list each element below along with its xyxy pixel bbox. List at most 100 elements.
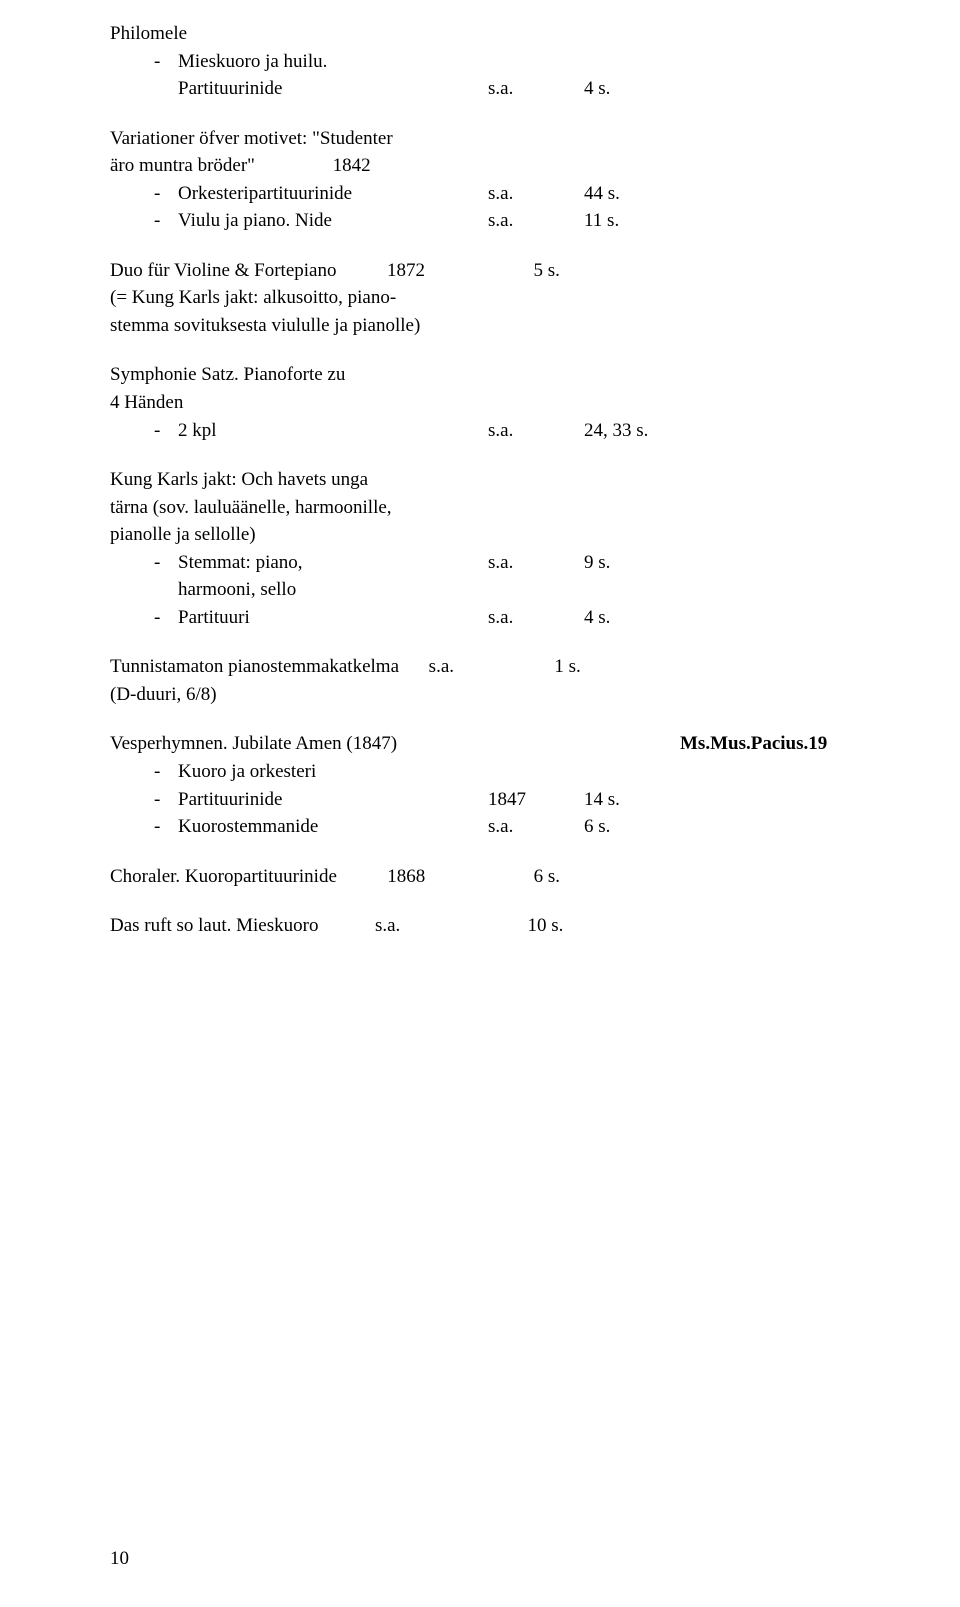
entry-cont-line: stemma sovituksesta viululle ja pianolle…: [110, 315, 420, 336]
right-label-col: [680, 466, 850, 494]
year-col: [424, 494, 520, 522]
sub-label: Orkesteripartituurinide: [178, 180, 488, 208]
year-col: s.a.: [488, 417, 584, 445]
text-line: (D-duuri, 6/8): [110, 681, 217, 709]
text-line: Philomele: [110, 20, 187, 48]
dash-icon: -: [154, 48, 178, 76]
text-line: Variationer öfver motivet: "Studenter: [110, 125, 393, 153]
right-label-col: [680, 152, 850, 180]
right-label-col: [680, 48, 850, 76]
pages-col: 24, 33 s.: [584, 417, 680, 445]
pages-col: 4 s.: [584, 604, 680, 632]
year-col: [287, 20, 383, 48]
year-col: [488, 576, 584, 604]
year-col: [488, 758, 584, 786]
year-col: [488, 48, 584, 76]
entry-sub-row: harmooni, sello: [110, 576, 850, 604]
right-label-col: [680, 863, 850, 891]
right-label-col: [680, 604, 850, 632]
entry-title: 4 Händen: [110, 392, 183, 413]
entry-block: Variationer öfver motivet: "Studenter äro…: [110, 125, 850, 235]
pages-col: 44 s.: [584, 180, 680, 208]
right-label-col: [680, 75, 850, 103]
entry-block: Vesperhymnen. Jubilate Amen (1847)Ms.Mus…: [110, 730, 850, 840]
entry-block: Duo für Violine & Fortepiano18725 s.(= K…: [110, 257, 850, 340]
pages-col: 9 s.: [584, 549, 680, 577]
sub-label: Mieskuoro ja huilu.: [178, 48, 488, 76]
entry-title: pianolle ja sellolle): [110, 524, 256, 545]
year-col: [285, 389, 381, 417]
pages-col: 6 s.: [534, 863, 630, 891]
page-number: 10: [110, 1545, 129, 1573]
entry-title: Symphonie Satz. Pianoforte zu: [110, 364, 345, 385]
pages-col: [506, 152, 602, 180]
sub-label: Partituurinide: [178, 75, 488, 103]
entry-sub-row: Partituurinides.a.4 s.: [110, 75, 850, 103]
pages-col: [482, 389, 578, 417]
right-label-col: [680, 417, 850, 445]
entry-title: Duo für Violine & Fortepiano: [110, 260, 336, 281]
pages-col: [544, 466, 640, 494]
entry-block: Choraler. Kuoropartituurinide 1868 6 s.: [110, 863, 850, 891]
entry-title: Variationer öfver motivet: "Studenter: [110, 128, 393, 149]
pages-col: [554, 730, 650, 758]
entry-title: Tunnistamaton pianostemmakatkelma: [110, 656, 399, 677]
pages-col: 10 s.: [527, 912, 623, 940]
year-col: [443, 312, 539, 340]
pages-col: [494, 681, 590, 709]
entry-title: tärna (sov. lauluäänelle, harmoonille,: [110, 497, 392, 518]
right-label-col: [680, 813, 850, 841]
entry-block: Kung Karls jakt: Och havets ungatärna (s…: [110, 466, 850, 631]
entry-sub-row: -Stemmat: piano,s.a.9 s.: [110, 549, 850, 577]
year-col: [427, 284, 523, 312]
dash-icon: -: [154, 180, 178, 208]
year-col: s.a.: [429, 653, 525, 681]
right-label-col: [680, 257, 850, 285]
right-label-col: [680, 389, 850, 417]
pages-col: [584, 576, 680, 604]
text-line: Das ruft so laut. Mieskuoro: [110, 912, 318, 940]
text-line: 4 Händen: [110, 389, 183, 417]
text-line: tärna (sov. lauluäänelle, harmoonille,: [110, 494, 392, 522]
right-label-col: [680, 758, 850, 786]
text-line: äro muntra bröder": [110, 152, 255, 180]
pages-col: 14 s.: [584, 786, 680, 814]
text-line: Choraler. Kuoropartituurinide: [110, 863, 337, 891]
year-col: [408, 466, 504, 494]
year-col: s.a.: [488, 180, 584, 208]
pages-col: [561, 312, 657, 340]
right-label-col: [680, 576, 850, 604]
right-label-col: [680, 653, 850, 681]
pages-col: 4 s.: [584, 75, 680, 103]
entry-sub-row: -Partituuris.a.4 s.: [110, 604, 850, 632]
entry-sub-row: -Kuoro ja orkesteri: [110, 758, 850, 786]
pages-col: 6 s.: [584, 813, 680, 841]
right-label-col: [680, 912, 850, 940]
dash-icon: -: [154, 549, 178, 577]
entry-sub-row: -Viulu ja piano. Nides.a.11 s.: [110, 207, 850, 235]
year-col: 1842: [333, 152, 429, 180]
sub-label: Kuorostemmanide: [178, 813, 488, 841]
text-line: Symphonie Satz. Pianoforte zu: [110, 361, 345, 389]
pages-col: 11 s.: [584, 207, 680, 235]
dash-icon: -: [154, 207, 178, 235]
entry-title-tail: äro muntra bröder": [110, 155, 255, 176]
year-col: 1868: [387, 863, 483, 891]
year-col: [393, 361, 489, 389]
text-line: Tunnistamaton pianostemmakatkelma: [110, 653, 399, 681]
right-label-col: [680, 20, 850, 48]
year-col: 1872: [387, 257, 483, 285]
entry-sub-row: -2 kpls.a.24, 33 s.: [110, 417, 850, 445]
entry-title: Vesperhymnen. Jubilate Amen (1847): [110, 733, 397, 754]
entry-sub-row: -Orkesteripartituurinides.a.44 s.: [110, 180, 850, 208]
right-label-col: [680, 681, 850, 709]
entry-block: Philomele-Mieskuoro ja huilu.Partituurin…: [110, 20, 850, 103]
right-label-col: [680, 494, 850, 522]
pages-col: 5 s.: [533, 257, 629, 285]
sub-label: Stemmat: piano,: [178, 549, 488, 577]
dash-icon: -: [154, 604, 178, 632]
pages-col: [553, 284, 649, 312]
entry-block: Symphonie Satz. Pianoforte zu 4 Händen -2 …: [110, 361, 850, 444]
sub-label: harmooni, sello: [178, 576, 488, 604]
year-col: s.a.: [488, 813, 584, 841]
